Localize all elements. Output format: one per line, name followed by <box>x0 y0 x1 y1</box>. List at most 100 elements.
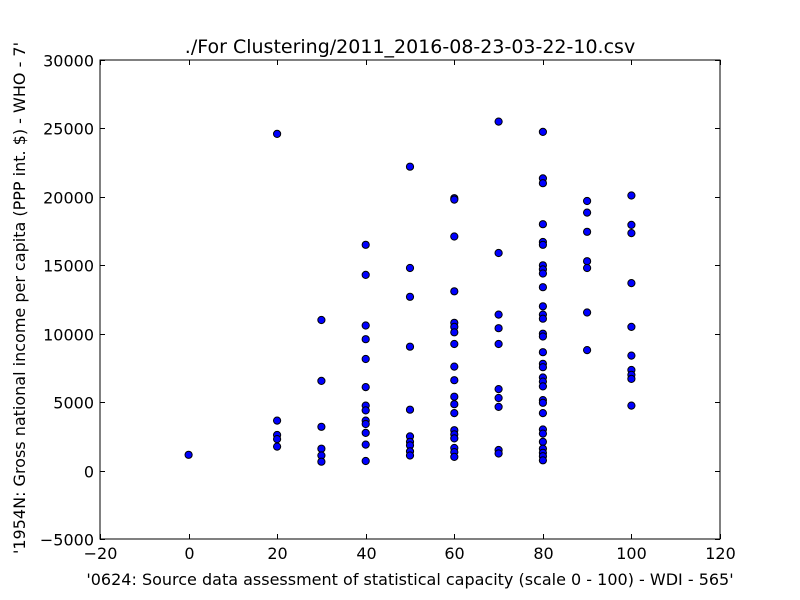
x-tick-label: −20 <box>84 544 118 563</box>
chart-title: ./For Clustering/2011_2016-08-23-03-22-1… <box>185 36 635 58</box>
x-tick-label: 60 <box>444 544 464 563</box>
data-point <box>538 269 548 278</box>
data-point <box>538 456 548 465</box>
data-point <box>583 263 592 273</box>
data-point <box>538 398 548 407</box>
data-point <box>450 339 459 349</box>
data-point <box>494 402 503 411</box>
data-point <box>361 456 370 466</box>
data-point <box>405 292 415 301</box>
data-point <box>627 351 636 360</box>
data-point <box>627 322 636 331</box>
data-point <box>494 310 503 319</box>
data-point <box>538 363 548 372</box>
data-point <box>627 191 636 200</box>
data-point <box>405 451 415 460</box>
data-point <box>538 382 548 391</box>
data-point <box>450 328 459 337</box>
data-point <box>273 442 282 451</box>
data-point <box>583 257 592 266</box>
data-point <box>361 419 370 429</box>
x-tick-label: 100 <box>616 544 647 563</box>
data-point <box>538 220 548 229</box>
y-tick-label: 10000 <box>43 326 94 345</box>
data-point <box>450 195 459 204</box>
data-point <box>538 283 548 292</box>
y-tick-label: 5000 <box>53 394 94 413</box>
x-axis-label: '0624: Source data assessment of statist… <box>86 570 733 589</box>
data-point <box>361 270 370 279</box>
data-point <box>538 437 548 446</box>
data-point <box>538 240 548 249</box>
data-point <box>538 314 548 323</box>
data-point <box>583 308 592 317</box>
data-point <box>583 346 592 355</box>
data-point <box>361 440 370 449</box>
data-point <box>361 240 370 249</box>
data-point <box>317 444 326 453</box>
y-tick-label: 20000 <box>43 189 94 208</box>
data-point <box>450 392 459 401</box>
data-point <box>273 129 282 138</box>
data-point <box>450 287 459 296</box>
data-point <box>405 263 415 273</box>
data-point <box>405 162 415 171</box>
data-point <box>494 385 503 394</box>
data-point <box>494 449 503 458</box>
data-point <box>538 179 548 188</box>
plot-area-frame <box>99 59 721 540</box>
y-tick-label: −5000 <box>40 531 94 550</box>
data-point <box>273 416 282 425</box>
data-point <box>583 227 592 236</box>
data-point <box>450 452 459 461</box>
y-tick-label: 25000 <box>43 120 94 139</box>
data-point <box>494 248 503 258</box>
y-tick-label: 15000 <box>43 257 94 276</box>
y-tick-label: 30000 <box>43 52 94 71</box>
data-point <box>450 409 459 418</box>
data-point <box>317 457 326 466</box>
data-point <box>627 220 636 229</box>
data-point <box>494 393 503 403</box>
data-point <box>494 117 503 126</box>
data-point <box>538 409 548 418</box>
data-points <box>184 117 636 466</box>
x-tick-label: 80 <box>533 544 553 563</box>
data-point <box>361 428 370 437</box>
data-point <box>627 374 636 383</box>
data-point <box>450 376 459 385</box>
data-point <box>583 196 592 206</box>
data-point <box>450 400 459 409</box>
data-point <box>494 339 503 349</box>
data-point <box>450 434 459 443</box>
axis-ticks: −20 0 20 40 60 80 100 120 −5000 0 5000 10000 15000 20… <box>40 52 736 564</box>
data-point <box>317 422 326 431</box>
y-tick-label: 0 <box>84 463 94 482</box>
data-point <box>273 435 282 444</box>
y-axis-label: '1954N: Gross national income per capita… <box>10 42 29 554</box>
data-point <box>494 324 503 333</box>
data-point <box>361 321 370 330</box>
data-point <box>317 376 326 385</box>
x-tick-label: 40 <box>356 544 376 563</box>
data-point <box>361 383 370 392</box>
data-point <box>538 332 548 341</box>
data-point <box>361 335 370 344</box>
data-point <box>627 401 636 410</box>
data-point <box>184 450 193 459</box>
data-point <box>538 127 548 136</box>
data-point <box>361 406 370 415</box>
x-tick-label: 120 <box>705 544 736 563</box>
data-point <box>361 354 370 364</box>
data-point <box>538 302 548 311</box>
x-tick-label: 0 <box>184 544 194 563</box>
data-point <box>405 405 415 414</box>
data-point <box>583 208 592 217</box>
data-point <box>450 362 459 371</box>
data-point <box>538 348 548 357</box>
data-point <box>538 429 548 438</box>
data-point <box>405 342 415 351</box>
x-tick-label: 20 <box>267 544 287 563</box>
data-point <box>627 229 636 238</box>
